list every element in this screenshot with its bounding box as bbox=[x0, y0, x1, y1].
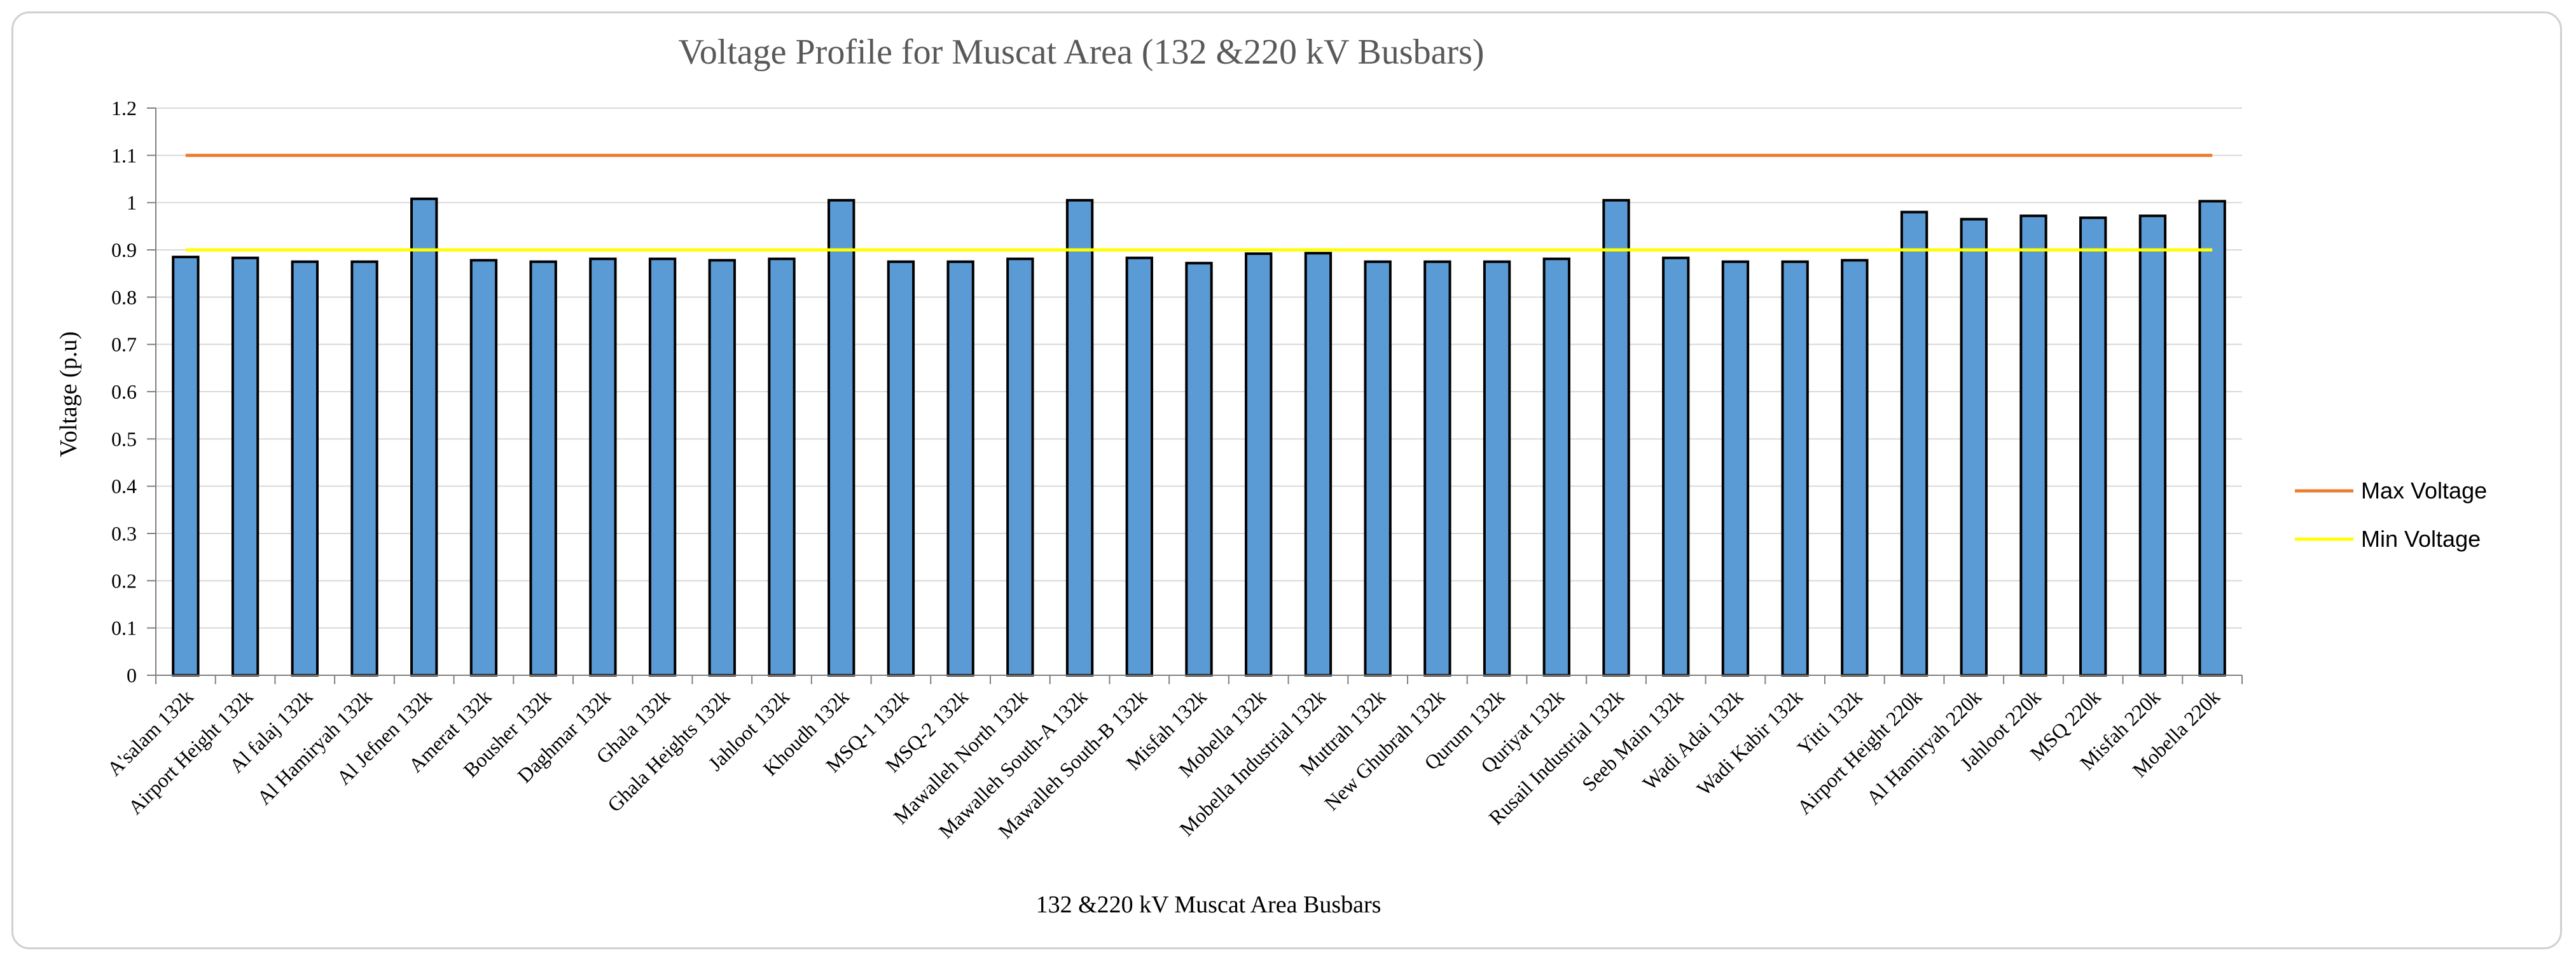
chart-title: Voltage Profile for Muscat Area (132 &22… bbox=[678, 32, 1484, 72]
bar bbox=[1185, 261, 1213, 677]
bar bbox=[1364, 260, 1392, 677]
y-tick-label: 0.9 bbox=[111, 238, 137, 261]
y-tick-label: 0.8 bbox=[111, 285, 137, 308]
y-tick-label: 1.1 bbox=[111, 144, 137, 167]
bar bbox=[648, 258, 677, 677]
bar bbox=[1841, 259, 1869, 677]
bar bbox=[589, 258, 617, 677]
y-tick-label: 0.3 bbox=[111, 522, 137, 545]
y-tick-label: 0 bbox=[127, 664, 137, 687]
bar bbox=[1483, 260, 1511, 677]
y-tick-label: 0.2 bbox=[111, 569, 137, 592]
reference-lines bbox=[185, 153, 2213, 252]
bar bbox=[2138, 214, 2167, 677]
bar bbox=[172, 256, 200, 677]
bar bbox=[1245, 252, 1273, 677]
bar bbox=[1662, 256, 1690, 677]
bar bbox=[350, 260, 378, 677]
bar bbox=[1065, 198, 1094, 677]
bar bbox=[2198, 200, 2226, 677]
legend-label: Min Voltage bbox=[2361, 526, 2481, 552]
y-tick-label: 0.6 bbox=[111, 380, 137, 403]
y-tick-label: 0.4 bbox=[111, 475, 137, 498]
bar bbox=[1602, 198, 1630, 677]
y-tick-label: 0.5 bbox=[111, 427, 137, 450]
bar bbox=[1960, 217, 1988, 677]
y-tick-label: 0.7 bbox=[111, 333, 137, 356]
bar bbox=[2019, 214, 2047, 677]
bar bbox=[410, 197, 438, 677]
bar bbox=[1423, 260, 1451, 677]
y-tick-label: 0.1 bbox=[111, 617, 137, 640]
bar bbox=[887, 260, 915, 677]
bar bbox=[2079, 216, 2107, 677]
bar bbox=[1781, 260, 1809, 677]
y-tick-label: 1 bbox=[127, 191, 137, 214]
x-tick-label: Wadi Kabir 132k bbox=[1692, 685, 1807, 800]
bar bbox=[291, 260, 319, 677]
bar bbox=[946, 260, 974, 677]
y-tick-labels: 0 0.1 0.2 0.3 0.4 0.5 0.6 0.7 0.8 0.9 1 1.1 1.2 bbox=[111, 97, 137, 687]
x-axis-label: 132 &220 kV Muscat Area Busbars bbox=[1036, 891, 1381, 918]
y-tick-label: 1.2 bbox=[111, 97, 137, 120]
bar bbox=[708, 259, 736, 677]
bar bbox=[768, 258, 796, 677]
bar bbox=[1125, 256, 1153, 677]
bar bbox=[469, 259, 498, 677]
axes bbox=[155, 108, 2243, 684]
x-tick-label: Seeb Main 132k bbox=[1577, 685, 1688, 795]
bar bbox=[1006, 258, 1034, 677]
legend-label: Max Voltage bbox=[2361, 478, 2487, 504]
bar bbox=[1900, 210, 1929, 677]
y-axis-label: Voltage (p.u) bbox=[55, 331, 82, 457]
bars bbox=[172, 197, 2226, 677]
bar bbox=[1542, 258, 1570, 677]
legend: Max Voltage Min Voltage bbox=[2295, 478, 2487, 552]
bar bbox=[1721, 260, 1750, 677]
bar bbox=[231, 256, 260, 677]
bar bbox=[529, 260, 557, 677]
bar bbox=[828, 198, 855, 677]
bar bbox=[1304, 252, 1333, 677]
